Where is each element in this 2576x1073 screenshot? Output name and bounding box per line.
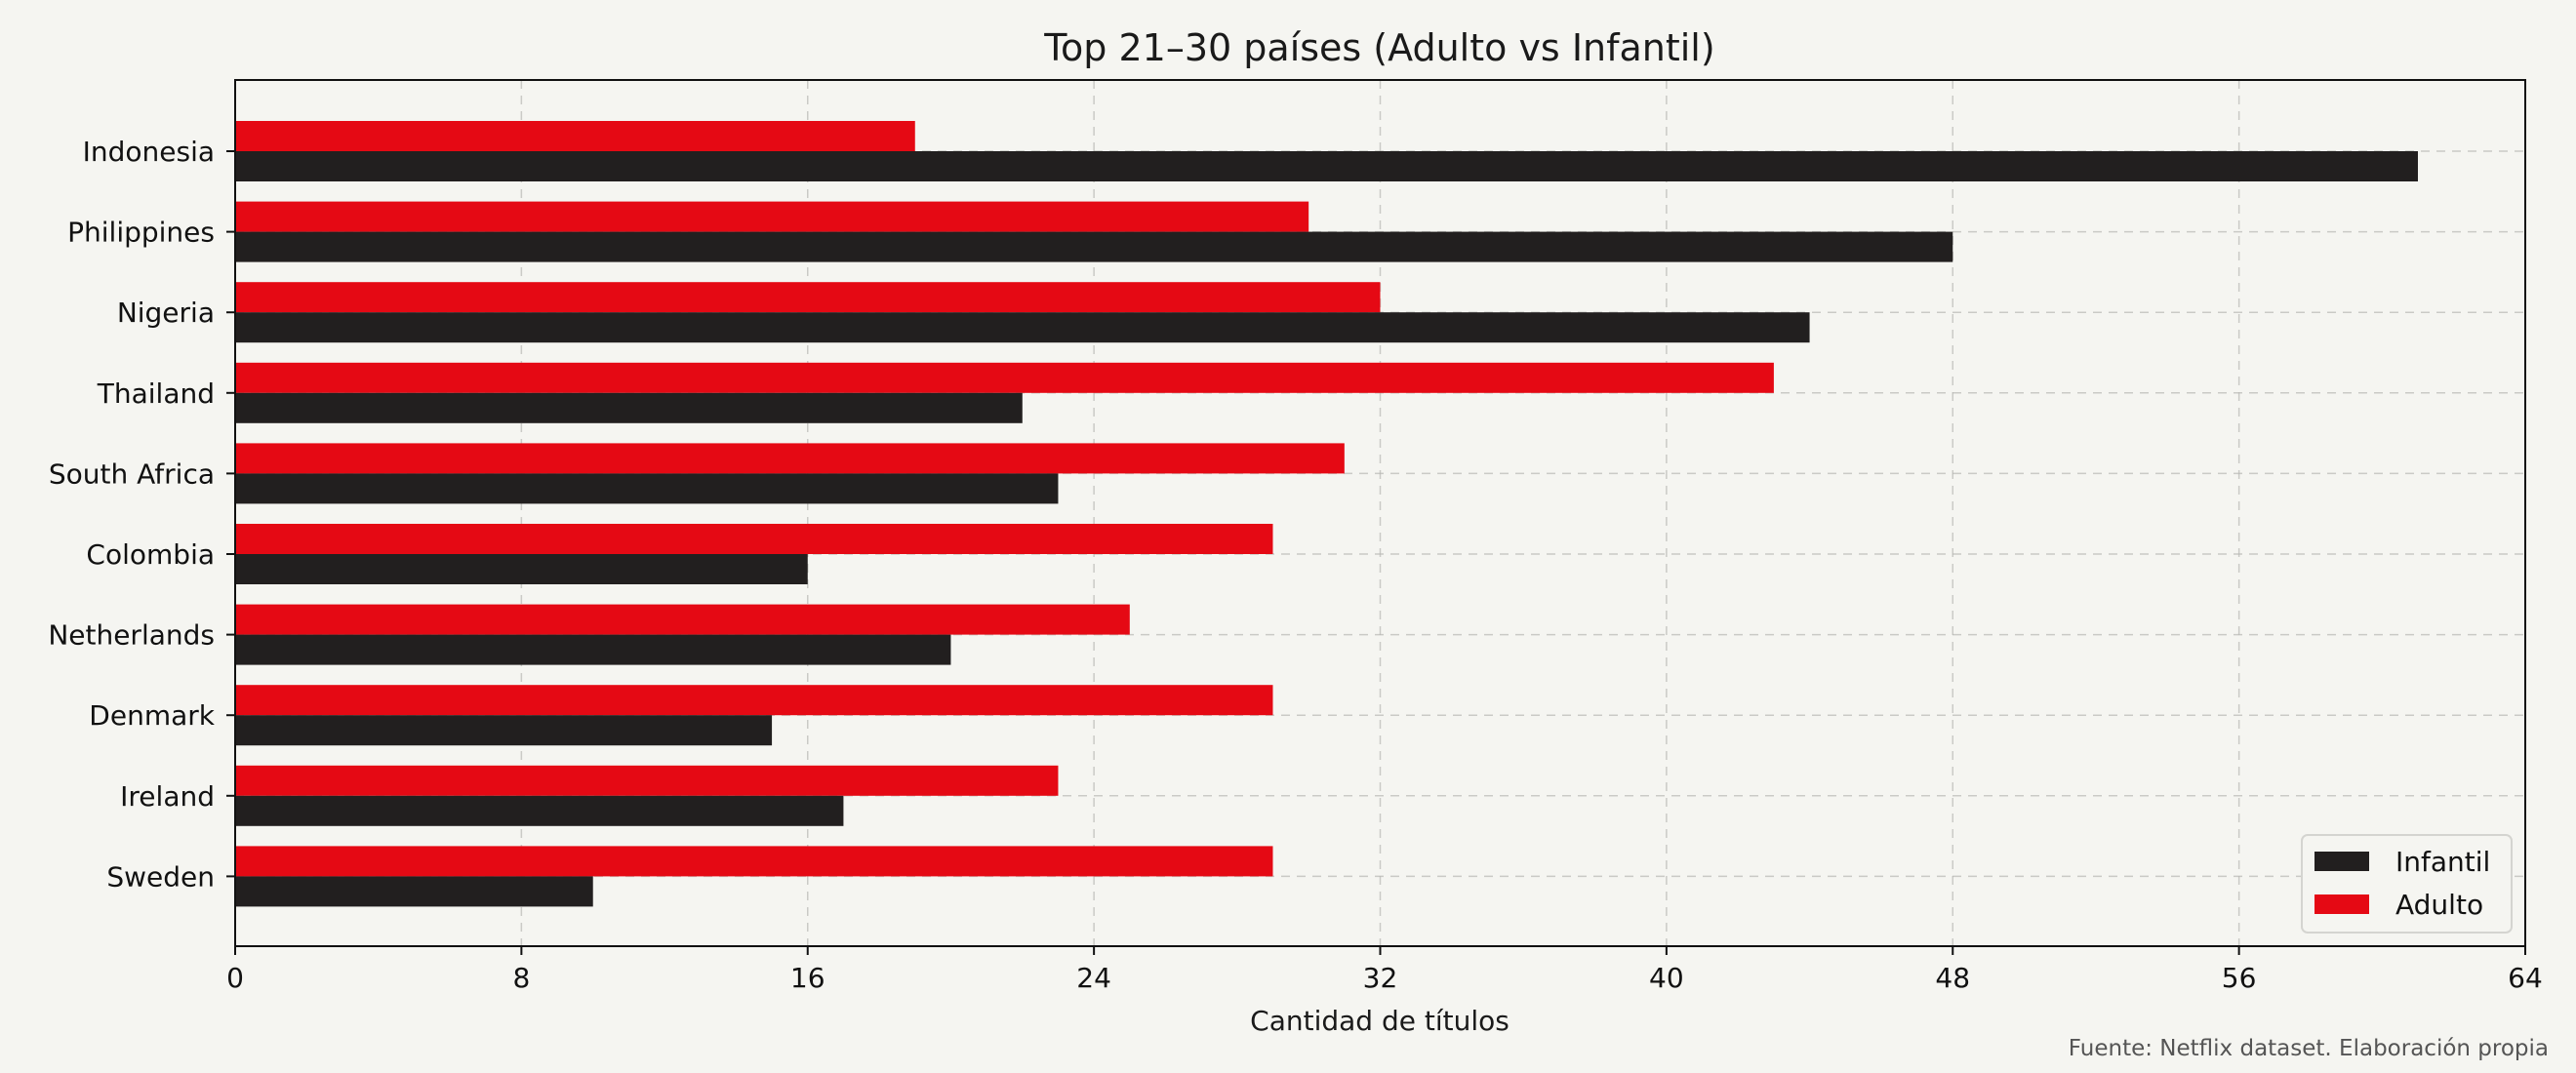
bar-infantil [235, 473, 1059, 504]
legend-label-infantil: Infantil [2395, 846, 2490, 878]
bar-infantil [235, 392, 1023, 423]
bar-infantil [235, 151, 2418, 181]
bar-infantil [235, 715, 773, 746]
y-tick-label: Nigeria [117, 297, 215, 329]
bar-infantil [235, 554, 808, 584]
x-tick-label: 0 [226, 962, 244, 994]
bar-adulto [235, 443, 1345, 474]
x-tick-label: 8 [512, 962, 530, 994]
legend-swatch-infantil [2314, 852, 2369, 871]
x-tick-label: 56 [2222, 962, 2257, 994]
y-tick-label: Colombia [86, 538, 215, 571]
x-tick-label: 40 [1649, 962, 1684, 994]
y-tick-label: Netherlands [48, 619, 215, 652]
y-tick-label: Thailand [97, 378, 215, 410]
x-tick-label: 32 [1363, 962, 1398, 994]
y-axis-ticks: Indonesia Philippines Nigeria Thailand South… [48, 136, 235, 893]
source-note: Fuente: Netflix dataset. Elaboración pro… [2069, 1036, 2549, 1061]
bar-adulto [235, 201, 1309, 232]
bar-infantil [235, 634, 951, 665]
bar-adulto [235, 765, 1059, 796]
x-axis-ticks: 0 8 16 24 32 40 48 56 64 [226, 946, 2543, 994]
bar-adulto [235, 524, 1273, 554]
x-tick-label: 64 [2508, 962, 2543, 994]
x-tick-label: 24 [1076, 962, 1111, 994]
bar-adulto [235, 604, 1130, 635]
y-tick-label: Philippines [67, 217, 215, 249]
y-tick-label: South Africa [49, 457, 215, 490]
y-tick-label: Sweden [106, 860, 215, 893]
x-tick-label: 48 [1935, 962, 1970, 994]
bar-infantil [235, 876, 593, 907]
bar-infantil [235, 795, 844, 826]
x-tick-label: 16 [790, 962, 825, 994]
bar-adulto [235, 362, 1774, 393]
bar-adulto [235, 121, 915, 151]
legend-label-adulto: Adulto [2395, 889, 2483, 921]
bar-infantil [235, 231, 1953, 262]
bar-infantil [235, 312, 1810, 343]
chart-title: Top 21–30 países (Adulto vs Infantil) [1043, 26, 1714, 69]
bar-adulto [235, 282, 1381, 313]
bar-adulto [235, 685, 1273, 716]
y-tick-label: Indonesia [83, 136, 215, 168]
bars [235, 121, 2418, 907]
legend-swatch-adulto [2314, 894, 2369, 914]
bar-adulto [235, 846, 1273, 877]
x-axis-label: Cantidad de títulos [1250, 1005, 1509, 1037]
y-tick-label: Ireland [120, 780, 215, 813]
legend: Infantil Adulto [2301, 834, 2513, 934]
y-tick-label: Denmark [89, 699, 215, 732]
